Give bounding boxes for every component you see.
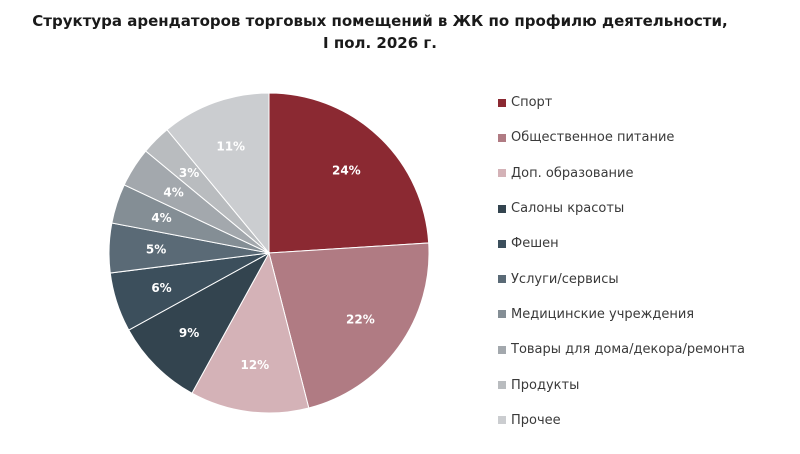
slice-data-label-10: 11%: [216, 140, 245, 154]
slice-data-label-9: 3%: [179, 166, 199, 180]
legend-label-4: Салоны красоты: [511, 201, 625, 217]
legend-item-4: Салоны красоты: [498, 191, 745, 226]
pie-slice-2: [268, 242, 430, 409]
legend-item-2: Общественное питание: [498, 120, 745, 155]
legend-swatch-3: [498, 169, 506, 178]
legend-swatch-9: [498, 381, 506, 390]
legend-swatch-8: [498, 345, 506, 354]
legend-item-1: Спорт: [498, 85, 745, 120]
slice-data-label-7: 4%: [151, 211, 171, 225]
legend-item-6: Услуги/сервисы: [498, 261, 745, 296]
legend-item-7: Медицинские учреждения: [498, 297, 745, 332]
pie-slice-3: [191, 251, 310, 414]
slice-data-label-8: 4%: [163, 185, 183, 199]
legend-label-8: Товары для дома/декора/ремонта: [511, 342, 745, 358]
legend-label-7: Медицинские учреждения: [511, 306, 695, 322]
legend-item-5: Фешен: [498, 226, 745, 261]
slice-data-label-1: 24%: [332, 164, 361, 178]
chart-title-line-1: Структура арендаторов торговых помещений…: [32, 12, 728, 30]
legend-label-9: Продукты: [511, 377, 580, 393]
legend-swatch-10: [498, 416, 506, 425]
pie-slice-4: [128, 251, 271, 394]
legend-label-1: Спорт: [511, 95, 553, 111]
legend-label-3: Доп. образование: [511, 165, 634, 181]
legend: Спорт Общественное питание Доп. образовани…: [498, 85, 745, 438]
legend-label-6: Услуги/сервисы: [511, 271, 619, 287]
legend-swatch-5: [498, 239, 506, 248]
legend-swatch-1: [498, 98, 506, 107]
legend-swatch-6: [498, 275, 506, 284]
legend-swatch-2: [498, 133, 506, 142]
legend-item-3: Доп. образование: [498, 156, 745, 191]
slice-data-label-5: 6%: [151, 281, 171, 295]
legend-swatch-7: [498, 310, 506, 319]
pie-slice-10: [166, 92, 270, 255]
slice-data-label-6: 5%: [146, 242, 166, 256]
legend-label-2: Общественное питание: [511, 130, 675, 146]
pie-slice-1: [268, 92, 430, 254]
chart-title: Структура арендаторов торговых помещений…: [0, 10, 760, 54]
legend-swatch-4: [498, 204, 506, 213]
legend-label-5: Фешен: [511, 236, 559, 252]
legend-item-8: Товары для дома/декора/ремонта: [498, 332, 745, 367]
slice-data-label-4: 9%: [179, 326, 199, 340]
slice-data-label-3: 12%: [240, 358, 269, 372]
legend-item-9: Продукты: [498, 367, 745, 402]
legend-label-10: Прочее: [511, 412, 561, 428]
chart-title-line-2: I пол. 2026 г.: [323, 34, 437, 52]
legend-item-10: Прочее: [498, 403, 745, 438]
slice-data-label-2: 22%: [346, 312, 375, 326]
